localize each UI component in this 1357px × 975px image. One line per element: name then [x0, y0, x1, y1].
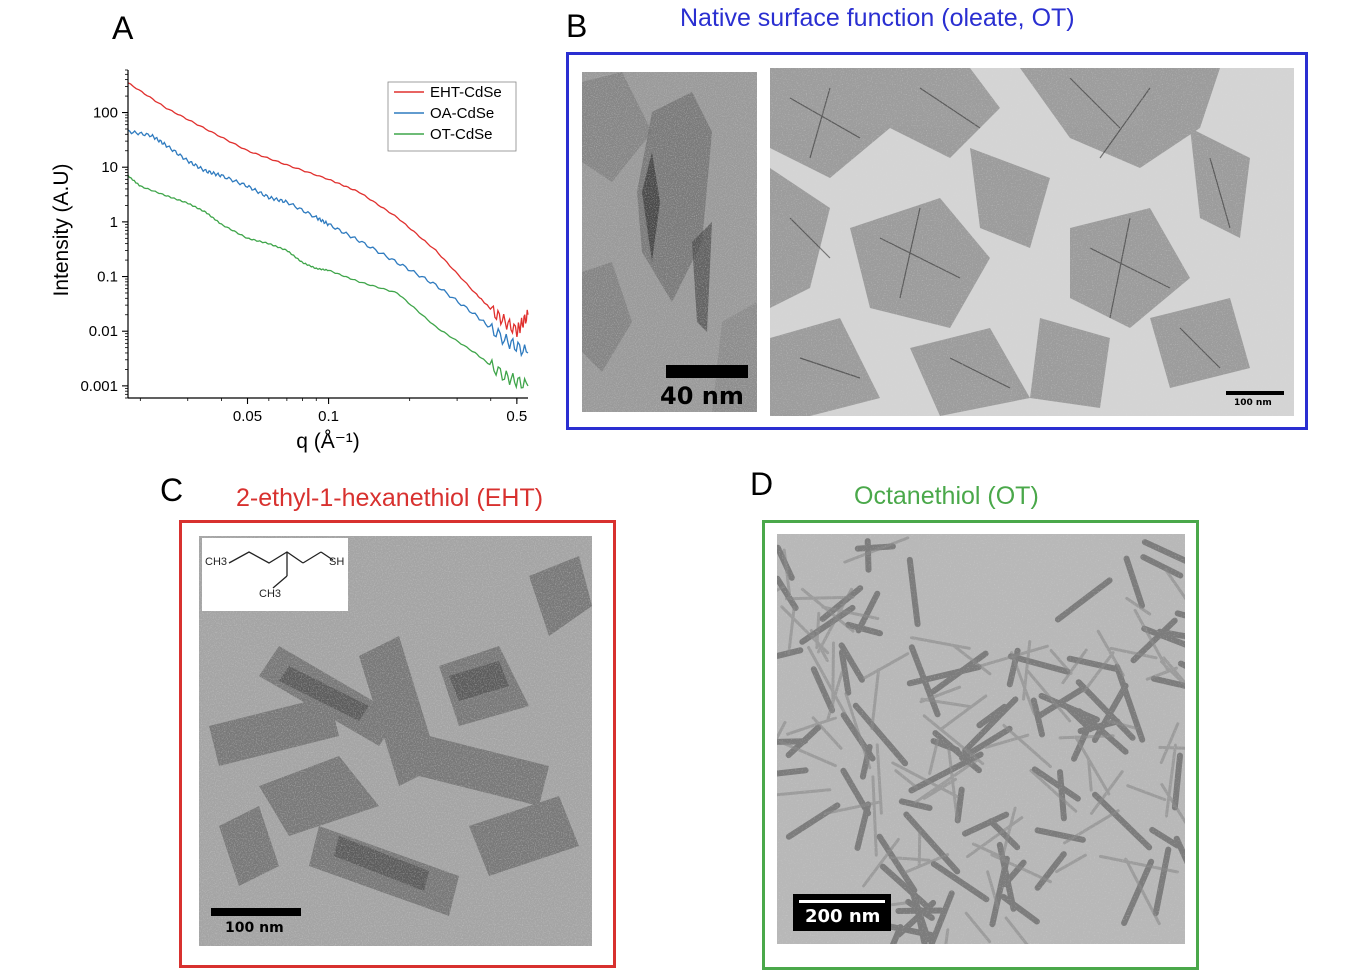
panel-c-letter: C [160, 472, 184, 508]
tem-image-nanoplatelet-overview: 100 nm [770, 68, 1294, 416]
panel-a-letter: A [112, 10, 134, 46]
y-tick-label: 0.01 [89, 323, 118, 340]
chart-legend: EHT-CdSe OA-CdSe OT-CdSe [387, 81, 517, 152]
scalebar-label-100nm: 100 nm [1234, 398, 1272, 408]
scalebar-label-200nm: 200 nm [805, 906, 881, 927]
tem-image-nanoplatelet-closeup: 40 nm [582, 72, 757, 412]
molecule-ch3-top: CH3 [205, 556, 228, 568]
panel-d-title: Octanethiol (OT) [854, 482, 1039, 510]
legend-label: OT-CdSe [430, 126, 493, 143]
scalebar-label-40nm: 40 nm [660, 382, 744, 410]
panel-c-title: 2-ethyl-1-hexanethiol (EHT) [236, 484, 544, 512]
y-tick-label: 1 [110, 214, 118, 231]
panel-b-letter: B [566, 8, 588, 44]
x-tick-label: 0.05 [233, 408, 262, 425]
x-tick-label: 0.5 [506, 408, 527, 425]
molecule-sh: SH [329, 556, 345, 568]
tem-image-ot-nanoribbons: 200 nm [777, 534, 1185, 944]
legend-box [387, 81, 517, 152]
panel-d-frame [762, 520, 1199, 970]
x-axis-label: q (Å⁻¹) [296, 430, 360, 453]
scalebar-label-100nm-c: 100 nm [225, 920, 284, 936]
legend-label: OA-CdSe [430, 105, 494, 122]
series-line-eht-cdse [127, 82, 529, 338]
y-tick-label: 0.1 [97, 269, 118, 286]
y-axis-label: Intensity (A.U) [50, 163, 73, 296]
series-line-ot-cdse [127, 174, 529, 390]
panel-c-frame [179, 520, 616, 968]
x-tick-label: 0.1 [318, 408, 339, 425]
molecule-ch3-bottom: CH3 [259, 588, 282, 600]
panel-b-title: Native surface function (oleate, OT) [680, 4, 1075, 32]
series-line-oa-cdse [127, 129, 529, 358]
legend-label: EHT-CdSe [430, 84, 502, 101]
y-tick-label: 0.001 [80, 378, 118, 395]
y-tick-label: 100 [93, 105, 118, 122]
panel-b-frame [566, 52, 1308, 430]
saxs-chart: 100 10 1 0.1 0.01 0.001 0.05 0.1 0.5 EHT-CdSe OA-… [50, 69, 529, 453]
tem-image-eht-nanorods: CH3 CH3 SH 100 nm [199, 536, 592, 946]
y-tick-label: 10 [101, 159, 118, 176]
panel-d-letter: D [750, 466, 774, 502]
